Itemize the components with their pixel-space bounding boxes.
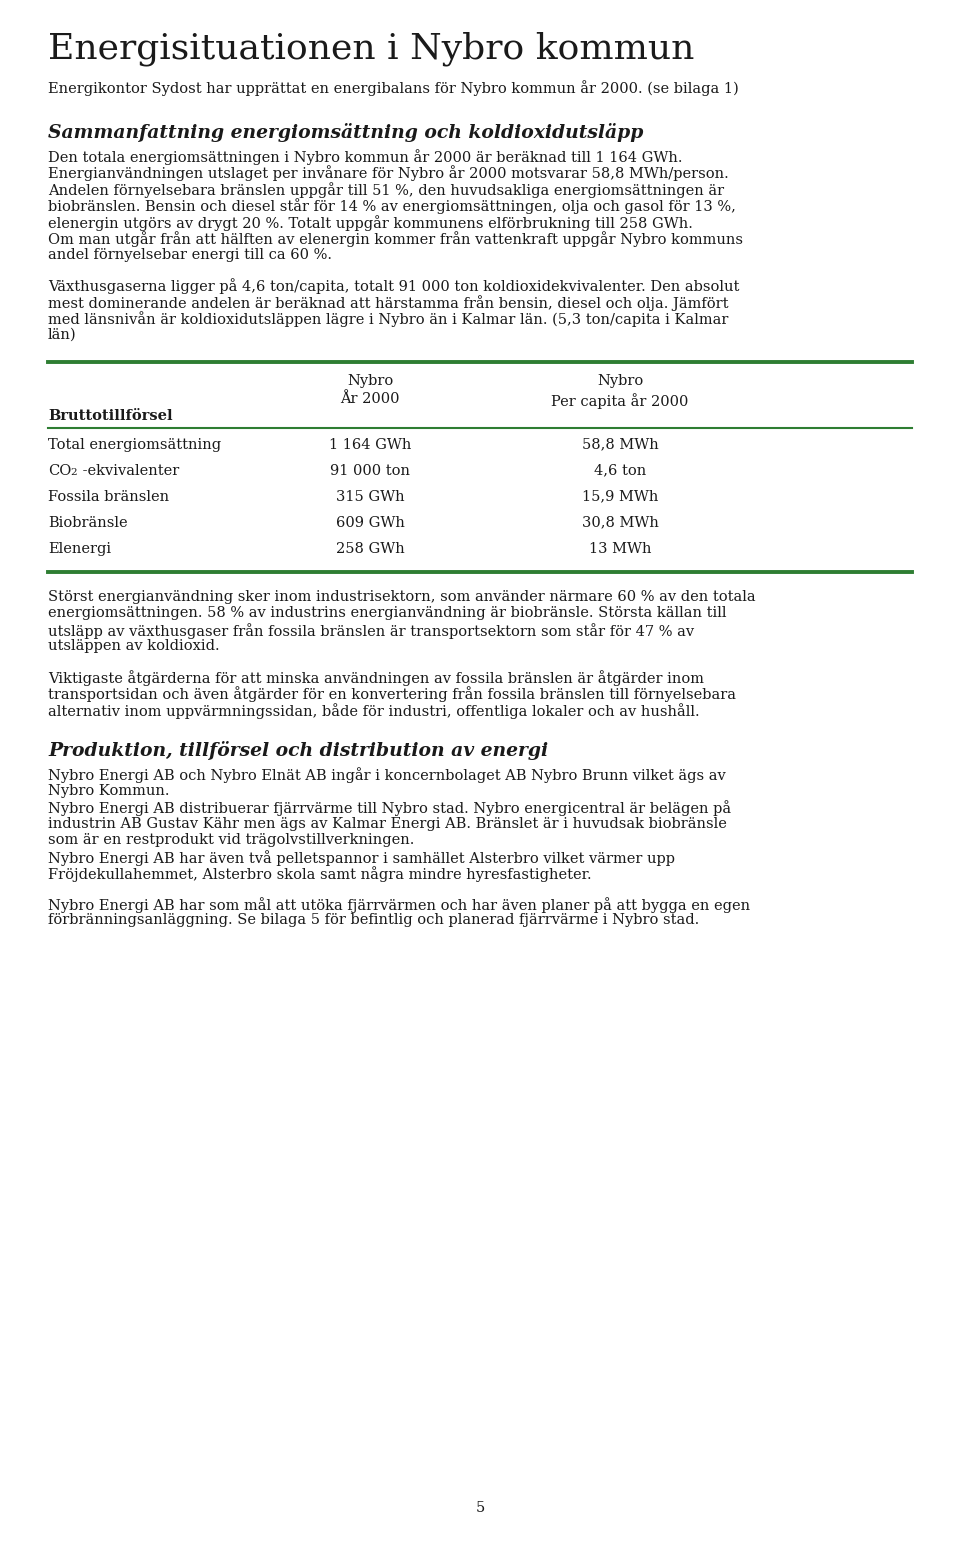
Text: Fröjdekullahemmet, Alsterbro skola samt några mindre hyresfastigheter.: Fröjdekullahemmet, Alsterbro skola samt … [48,867,591,882]
Text: län): län) [48,328,77,341]
Text: Total energiomsättning: Total energiomsättning [48,437,221,451]
Text: Nybro Kommun.: Nybro Kommun. [48,783,170,797]
Text: 4,6 ton: 4,6 ton [594,464,646,477]
Text: 258 GWh: 258 GWh [336,542,404,556]
Text: 58,8 MWh: 58,8 MWh [582,437,659,451]
Text: CO: CO [48,464,71,477]
Text: Nybro Energi AB distribuerar fjärrvärme till Nybro stad. Nybro energicentral är : Nybro Energi AB distribuerar fjärrvärme … [48,800,732,816]
Text: mest dominerande andelen är beräknad att härstamma från bensin, diesel och olja.: mest dominerande andelen är beräknad att… [48,295,729,311]
Text: 15,9 MWh: 15,9 MWh [582,490,659,504]
Text: 2: 2 [70,468,77,477]
Text: utsläppen av koldioxid.: utsläppen av koldioxid. [48,640,220,654]
Text: 91 000 ton: 91 000 ton [330,464,410,477]
Text: alternativ inom uppvärmningssidan, både för industri, offentliga lokaler och av : alternativ inom uppvärmningssidan, både … [48,703,700,718]
Text: 1 164 GWh: 1 164 GWh [329,437,411,451]
Text: Elenergi: Elenergi [48,542,111,556]
Text: elenergin utgörs av drygt 20 %. Totalt uppgår kommunens elförbrukning till 258 G: elenergin utgörs av drygt 20 %. Totalt u… [48,215,693,230]
Text: Energianvändningen utslaget per invånare för Nybro år 2000 motsvarar 58,8 MWh/pe: Energianvändningen utslaget per invånare… [48,165,729,181]
Text: Nybro Energi AB har även två pelletspannor i samhället Alsterbro vilket värmer u: Nybro Energi AB har även två pelletspann… [48,850,675,865]
Text: Nybro Energi AB och Nybro Elnät AB ingår i koncernbolaget AB Nybro Brunn vilket : Nybro Energi AB och Nybro Elnät AB ingår… [48,768,726,783]
Text: Nybro
År 2000: Nybro År 2000 [340,374,399,406]
Text: 13 MWh: 13 MWh [588,542,651,556]
Text: Om man utgår från att hälften av elenergin kommer från vattenkraft uppgår Nybro : Om man utgår från att hälften av elenerg… [48,232,743,247]
Text: Nybro Energi AB har som mål att utöka fjärrvärmen och har även planer på att byg: Nybro Energi AB har som mål att utöka fj… [48,896,750,913]
Text: 30,8 MWh: 30,8 MWh [582,516,659,530]
Text: Bruttotillförsel: Bruttotillförsel [48,409,173,423]
Text: andel förnyelsebar energi till ca 60 %.: andel förnyelsebar energi till ca 60 %. [48,247,332,261]
Text: biobränslen. Bensin och diesel står för 14 % av energiomsättningen, olja och gas: biobränslen. Bensin och diesel står för … [48,198,736,215]
Text: Energisituationen i Nybro kommun: Energisituationen i Nybro kommun [48,32,694,66]
Text: utsläpp av växthusgaser från fossila bränslen är transportsektorn som står för 4: utsläpp av växthusgaser från fossila brä… [48,623,694,638]
Text: Den totala energiomsättningen i Nybro kommun år 2000 är beräknad till 1 164 GWh.: Den totala energiomsättningen i Nybro ko… [48,148,683,165]
Text: Viktigaste åtgärderna för att minska användningen av fossila bränslen är åtgärde: Viktigaste åtgärderna för att minska anv… [48,669,704,686]
Text: med länsnivån är koldioxidutsläppen lägre i Nybro än i Kalmar län. (5,3 ton/capi: med länsnivån är koldioxidutsläppen lägr… [48,311,729,328]
Text: energiomsättningen. 58 % av industrins energianvändning är biobränsle. Största k: energiomsättningen. 58 % av industrins e… [48,606,727,620]
Text: 315 GWh: 315 GWh [336,490,404,504]
Text: Produktion, tillförsel och distribution av energi: Produktion, tillförsel och distribution … [48,742,548,760]
Text: transportsidan och även åtgärder för en konvertering från fossila bränslen till : transportsidan och även åtgärder för en … [48,686,736,701]
Text: Växthusgaserna ligger på 4,6 ton/capita, totalt 91 000 ton koldioxidekvivalenter: Växthusgaserna ligger på 4,6 ton/capita,… [48,278,739,294]
Text: 609 GWh: 609 GWh [336,516,404,530]
Text: -ekvivalenter: -ekvivalenter [78,464,180,477]
Text: förbränningsanläggning. Se bilaga 5 för befintlig och planerad fjärrvärme i Nybr: förbränningsanläggning. Se bilaga 5 för … [48,913,699,927]
Text: Störst energianvändning sker inom industrisektorn, som använder närmare 60 % av : Störst energianvändning sker inom indust… [48,590,756,604]
Text: Fossila bränslen: Fossila bränslen [48,490,169,504]
Text: som är en restprodukt vid trägolvstillverkningen.: som är en restprodukt vid trägolvstillve… [48,833,415,847]
Text: Sammanfattning energiomsättning och koldioxidutsläpp: Sammanfattning energiomsättning och kold… [48,122,643,142]
Text: industrin AB Gustav Kähr men ägs av Kalmar Energi AB. Bränslet är i huvudsak bio: industrin AB Gustav Kähr men ägs av Kalm… [48,817,727,831]
Text: Energikontor Sydost har upprättat en energibalans för Nybro kommun år 2000. (se : Energikontor Sydost har upprättat en ene… [48,80,739,96]
Text: Biobränsle: Biobränsle [48,516,128,530]
Text: Nybro
Per capita år 2000: Nybro Per capita år 2000 [551,374,688,408]
Text: 5: 5 [475,1502,485,1516]
Text: Andelen förnyelsebara bränslen uppgår till 51 %, den huvudsakliga energiomsättni: Andelen förnyelsebara bränslen uppgår ti… [48,182,724,198]
